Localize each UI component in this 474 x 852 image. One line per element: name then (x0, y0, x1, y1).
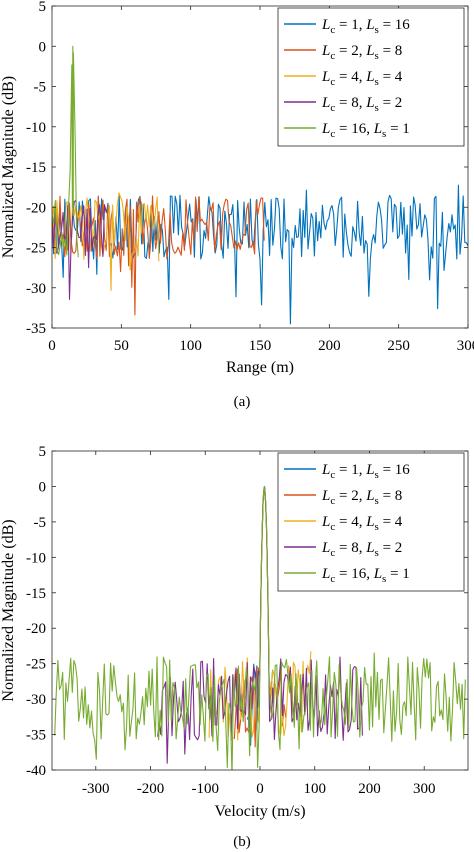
x-tick-label: 300 (413, 781, 436, 797)
legend-box (277, 452, 465, 592)
x-tick-label: 250 (387, 338, 410, 354)
x-axis-label: Range (m) (226, 359, 294, 376)
series-group (52, 45, 468, 325)
y-tick-label: -35 (26, 728, 46, 744)
y-tick-label: -40 (26, 763, 46, 779)
y-tick-label: -30 (26, 692, 46, 708)
series-line-5 (52, 45, 79, 258)
x-tick-label: 150 (249, 338, 272, 354)
y-tick-label: 0 (39, 39, 47, 55)
x-tick-label: -300 (82, 781, 110, 797)
legend-entry: Lc = 2, Ls = 8 (321, 488, 402, 507)
series-group (54, 485, 466, 770)
legend-entry: Lc = 1, Ls = 16 (321, 17, 410, 36)
y-tick-label: -20 (26, 621, 46, 637)
legend-entry: Lc = 4, Ls = 4 (321, 69, 403, 88)
x-tick-label: 200 (358, 781, 381, 797)
y-axis-label: Normalized Magnitude (dB) (0, 76, 17, 258)
chart-panel-b: 5 0 -5 -10 -15 -20 -25 -30 -35 -40 -300 -200 -100 0 10… (0, 444, 469, 850)
series-line-3 (52, 192, 160, 292)
y-axis-label: Normalized Magnitude (dB) (0, 519, 17, 701)
chart-panel-a: 50-5-10-15-20-25-30-35050100150200250300… (0, 0, 474, 410)
legend-entry: Lc = 2, Ls = 8 (321, 43, 402, 62)
y-tick-label: -5 (34, 80, 47, 96)
y-tick-label: 5 (39, 0, 47, 15)
legend: Lc = 1, Ls = 16 Lc = 2, Ls = 8 Lc = 4, Ls … (277, 7, 465, 147)
y-tick-label: -15 (26, 586, 46, 602)
y-tick-label: -25 (26, 657, 46, 673)
figure-caption: (b) (233, 834, 251, 850)
x-axis-label: Velocity (m/s) (214, 803, 305, 820)
x-tick-label: 0 (256, 781, 264, 797)
y-tick-label: -25 (26, 241, 46, 257)
y-tick-label: -35 (26, 321, 46, 337)
x-tick-label: 200 (318, 338, 341, 354)
y-tick-label: -10 (26, 550, 46, 566)
y-tick-label: -10 (26, 120, 46, 136)
legend-entry: Lc = 16, Ls = 1 (321, 121, 410, 140)
legend-entry: Lc = 16, Ls = 1 (321, 566, 410, 585)
x-tick-label: 300 (457, 338, 474, 354)
legend-entry: Lc = 1, Ls = 16 (321, 462, 410, 481)
y-tick-label: -30 (26, 281, 46, 297)
x-tick-label: -200 (137, 781, 165, 797)
legend-entry: Lc = 8, Ls = 2 (321, 540, 402, 559)
legend: Lc = 1, Ls = 16 Lc = 2, Ls = 8 Lc = 4, Ls … (277, 452, 465, 592)
x-tick-label: -100 (192, 781, 220, 797)
y-tick-label: 5 (39, 444, 47, 460)
legend-entry: Lc = 4, Ls = 4 (321, 514, 403, 533)
legend-entry: Lc = 8, Ls = 2 (321, 95, 402, 114)
x-tick-label: 100 (179, 338, 202, 354)
x-tick-label: 100 (303, 781, 326, 797)
series-line-4 (52, 199, 107, 300)
figure-caption: (a) (234, 394, 251, 410)
x-tick-label: 50 (114, 338, 129, 354)
legend-box (277, 7, 465, 147)
y-tick-label: -5 (34, 515, 47, 531)
y-tick-label: -20 (26, 200, 46, 216)
series-line-5 (54, 486, 466, 770)
x-tick-label: 0 (48, 338, 56, 354)
y-tick-label: -15 (26, 160, 46, 176)
y-tick-label: 0 (39, 479, 47, 495)
